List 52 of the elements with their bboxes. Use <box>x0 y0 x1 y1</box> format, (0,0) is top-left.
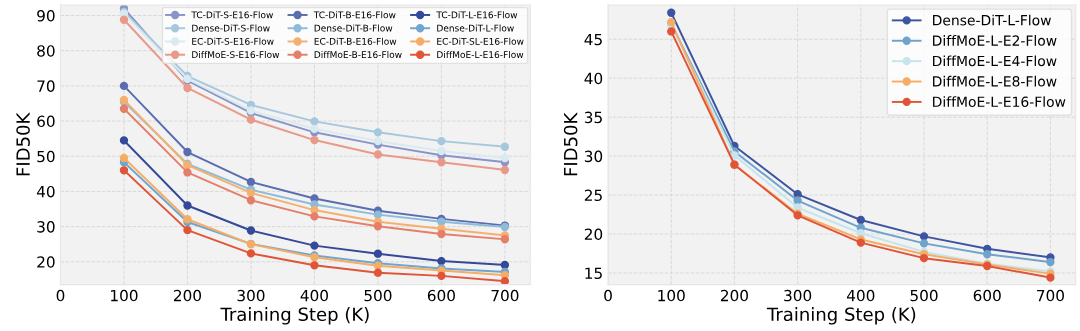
legend-label: DiffMoE-L-E16-Flow <box>437 51 524 59</box>
legend-label: Dense-DiT-L-Flow <box>933 14 1051 26</box>
y-tick-label: 15 <box>585 267 602 279</box>
y-tick-label: 45 <box>584 33 602 46</box>
y-tick-label: 35 <box>584 111 602 124</box>
y-tick-label: 70 <box>37 80 55 92</box>
legend-label: DiffMoE-L-E16-Flow <box>933 96 1066 107</box>
legend-label: EC-DiT-B-E16-Flow <box>314 37 397 45</box>
legend-label: Dense-DiT-S-Flow <box>192 24 270 32</box>
y-tick-label: 25 <box>584 189 602 202</box>
y-tick-label: 60 <box>37 115 55 128</box>
x-tick-label: 100 <box>111 289 138 302</box>
x-tick-label: 0 <box>56 289 65 302</box>
y-tick-label: 40 <box>36 185 55 198</box>
x-tick-label: 300 <box>237 289 265 302</box>
x-axis-title: Training Step (K) <box>220 307 369 325</box>
x-tick-label: 600 <box>427 289 455 302</box>
y-tick-label: 30 <box>584 150 603 163</box>
y-tick-label: 80 <box>37 45 55 57</box>
x-tick-label: 300 <box>784 289 812 302</box>
x-tick-label: 100 <box>658 289 685 302</box>
y-tick-label: 40 <box>584 72 603 85</box>
legend-label: DiffMoE-B-E16-Flow <box>314 51 402 59</box>
y-tick-label: 20 <box>37 256 55 268</box>
x-tick-label: 600 <box>973 289 1001 302</box>
legend-label: TC-DiT-L-E16-Flow <box>436 11 518 19</box>
x-tick-label: 400 <box>300 289 328 302</box>
legend-label: DiffMoE-S-E16-Flow <box>192 51 280 59</box>
y-tick-label: 90 <box>37 9 55 22</box>
legend-label: DiffMoE-L-E2-Flow <box>933 35 1057 46</box>
legend-label: DiffMoE-L-E8-Flow <box>933 75 1057 87</box>
x-tick-label: 700 <box>491 289 519 302</box>
legend-label: TC-DiT-B-E16-Flow <box>313 11 396 19</box>
legend-label: DiffMoE-L-E4-Flow <box>933 55 1057 67</box>
legend-label: EC-DiT-S-E16-Flow <box>192 37 274 45</box>
x-tick-label: 500 <box>910 289 938 302</box>
y-axis-title: FID50K <box>16 112 30 176</box>
x-axis-title: Training Step (K) <box>766 307 916 325</box>
y-axis-title: FID50K <box>563 112 578 176</box>
x-tick-label: 200 <box>720 289 748 302</box>
legend-label: EC-DiT-SL-E16-Flow <box>437 37 524 45</box>
legend-label: Dense-DiT-L-Flow <box>437 24 514 32</box>
x-tick-label: 0 <box>604 289 612 302</box>
x-tick-label: 700 <box>1037 289 1064 302</box>
x-tick-label: 200 <box>173 289 202 302</box>
legend-label: TC-DiT-S-E16-Flow <box>191 11 273 19</box>
y-tick-label: 50 <box>37 150 55 163</box>
x-tick-label: 500 <box>364 289 392 302</box>
y-tick-label: 20 <box>584 228 603 241</box>
x-tick-label: 400 <box>846 289 875 302</box>
y-tick-label: 30 <box>37 221 55 233</box>
legend-label: Dense-DiT-B-Flow <box>314 24 393 32</box>
